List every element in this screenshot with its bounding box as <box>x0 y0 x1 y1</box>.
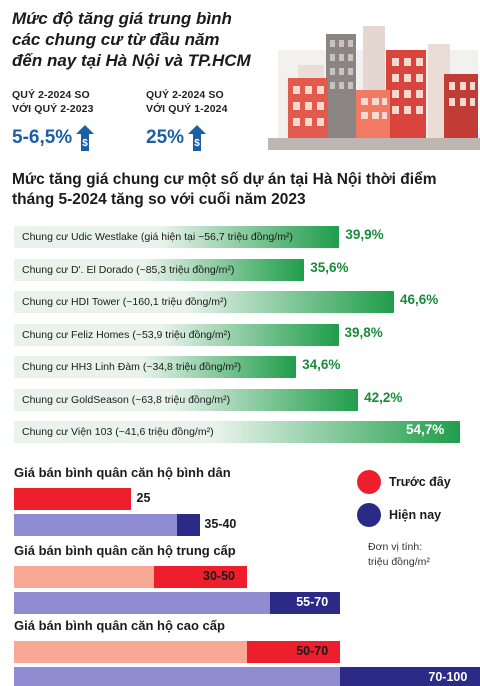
city-buildings-illustration <box>268 20 480 150</box>
title-line-1: Mức độ tăng giá trung bình <box>12 9 232 28</box>
project-bar-row: Chung cư GoldSeason (~63,8 triệu đồng/m²… <box>14 388 460 411</box>
project-bar-value: 39,8% <box>344 324 383 340</box>
project-bar-value: 34,6% <box>302 357 341 372</box>
price-bar-now-low <box>14 514 178 536</box>
project-bar-value: 54,7% <box>406 422 445 437</box>
project-bar-row: Chung cư HDI Tower (~160,1 triệu đồng/m²… <box>14 291 460 313</box>
price-bar-now-range <box>177 514 201 536</box>
project-bar: Chung cư HH3 Linh Đàm (~34,8 triệu đồng/… <box>14 356 297 378</box>
price-bar-before: 25 <box>14 488 150 510</box>
price-bar-before-low <box>14 641 247 663</box>
project-bar-row: Chung cư Udic Westlake (giá hiện tại ~56… <box>14 226 460 248</box>
title-line-2: các chung cư từ đầu năm <box>12 30 220 49</box>
price-bar-before-range <box>153 566 247 588</box>
dollar-up-icon: $ <box>76 125 95 151</box>
price-bar-before-value: 25 <box>136 491 151 505</box>
price-bar-before: 50-70 <box>14 641 341 663</box>
unit-line-1: Đơn vị tính: <box>368 541 423 553</box>
price-bar-before-value: 50-70 <box>296 644 329 658</box>
stat-qoq-label-2: VỚI QUÝ 1-2024 <box>146 103 228 115</box>
legend-before: Trước đây <box>357 470 451 494</box>
price-bar-now: 35-40 <box>14 514 236 536</box>
project-bar-value: 39,9% <box>345 227 384 242</box>
stat-yoy-value: 5-6,5% <box>12 127 73 148</box>
project-bar-label: Chung cư HH3 Linh Đàm (~34,8 triệu đồng/… <box>22 361 242 373</box>
dollar-up-icon: $ <box>188 125 207 151</box>
stat-qoq: QUÝ 2-2024 SO VỚI QUÝ 1-2024 25% $ <box>146 88 228 151</box>
stat-yoy-label-2: VỚI QUÝ 2-2023 <box>12 103 94 115</box>
price-bar-now-range <box>270 592 341 614</box>
legend-before-swatch <box>357 470 381 494</box>
project-bar-row: Chung cư HH3 Linh Đàm (~34,8 triệu đồng/… <box>14 356 460 378</box>
section-title-line-1: Mức tăng giá chung cư một số dự án tại H… <box>12 171 437 188</box>
project-bar: Chung cư GoldSeason (~63,8 triệu đồng/m²… <box>14 388 359 411</box>
project-bar: Chung cư Feliz Homes (~53,9 triệu đồng/m… <box>14 323 339 346</box>
title-line-3: đến nay tại Hà Nội và TP.HCM <box>12 51 251 70</box>
project-bar: Chung cư D'. El Dorado (~85,3 triệu đồng… <box>14 258 305 281</box>
project-bar-label: Chung cư Viện 103 (~41,6 triệu đồng/m²) <box>22 426 214 438</box>
project-bar-label: Chung cư GoldSeason (~63,8 triệu đồng/m²… <box>22 393 231 406</box>
price-bar-now: 55-70 <box>14 592 341 614</box>
price-bar-now: 70-100 <box>14 667 480 686</box>
project-bar-label: Chung cư Feliz Homes (~53,9 triệu đồng/m… <box>22 328 231 341</box>
unit-note: Đơn vị tính: triệu đồng/m² <box>368 540 430 570</box>
price-bar-before-low <box>14 566 154 588</box>
unit-line-2: triệu đồng/m² <box>368 556 430 568</box>
price-bar-before: 30-50 <box>14 566 247 588</box>
price-bar-before-value: 30-50 <box>203 569 235 583</box>
price-bar-now-value: 55-70 <box>296 595 329 609</box>
stat-qoq-value: 25% <box>146 127 185 148</box>
svg-text:$: $ <box>194 138 200 149</box>
price-bar-now-low <box>14 667 341 686</box>
project-bar-value: 46,6% <box>399 292 439 307</box>
price-bar-now-value: 35-40 <box>204 517 237 531</box>
legend-now-swatch <box>357 503 381 527</box>
stat-qoq-value-row: 25% $ <box>146 125 228 151</box>
section-title-line-2: tháng 5-2024 tăng so với cuối năm 2023 <box>12 191 306 208</box>
price-group-title: Giá bán bình quân căn hộ cao cấp <box>14 618 225 633</box>
legend-before-label: Trước đây <box>389 475 451 489</box>
price-bar-before-range <box>247 641 341 663</box>
page-title: Mức độ tăng giá trung bình các chung cư … <box>12 8 262 71</box>
stat-yoy-value-row: 5-6,5% $ <box>12 125 95 151</box>
project-bar: Chung cư Udic Westlake (giá hiện tại ~56… <box>14 226 340 248</box>
price-bar-before-low <box>14 488 131 510</box>
legend-now: Hiện nay <box>357 503 441 527</box>
project-bar-label: Chung cư Udic Westlake (giá hiện tại ~56… <box>22 231 293 243</box>
price-group-title: Giá bán bình quân căn hộ bình dân <box>14 465 231 480</box>
price-bar-now-low <box>14 592 271 614</box>
price-group-title: Giá bán bình quân căn hộ trung cấp <box>14 543 236 558</box>
price-bar-now-range <box>340 667 480 686</box>
project-bar-row: Chung cư Viện 103 (~41,6 triệu đồng/m²) 5… <box>14 421 460 443</box>
project-bar-value: 35,6% <box>310 259 349 275</box>
project-bar: Chung cư HDI Tower (~160,1 triệu đồng/m²… <box>14 291 394 313</box>
svg-text:$: $ <box>82 138 88 149</box>
stat-yoy-label-1: QUÝ 2-2024 SO <box>12 89 90 101</box>
project-bar-label: Chung cư D'. El Dorado (~85,3 triệu đồng… <box>22 263 235 276</box>
stat-yoy: QUÝ 2-2024 SO VỚI QUÝ 2-2023 5-6,5% $ <box>12 88 95 151</box>
project-bar-row: Chung cư D'. El Dorado (~85,3 triệu đồng… <box>14 258 460 281</box>
stat-qoq-label-1: QUÝ 2-2024 SO <box>146 89 224 101</box>
legend-now-label: Hiện nay <box>389 508 442 522</box>
price-bar-now-value: 70-100 <box>428 670 468 684</box>
project-bar-row: Chung cư Feliz Homes (~53,9 triệu đồng/m… <box>14 323 460 346</box>
section-title-projects: Mức tăng giá chung cư một số dự án tại H… <box>12 170 472 210</box>
project-bar-value: 42,2% <box>364 389 403 405</box>
project-bar: Chung cư Viện 103 (~41,6 triệu đồng/m²) <box>14 421 460 443</box>
project-bar-label: Chung cư HDI Tower (~160,1 triệu đồng/m²… <box>22 296 227 308</box>
